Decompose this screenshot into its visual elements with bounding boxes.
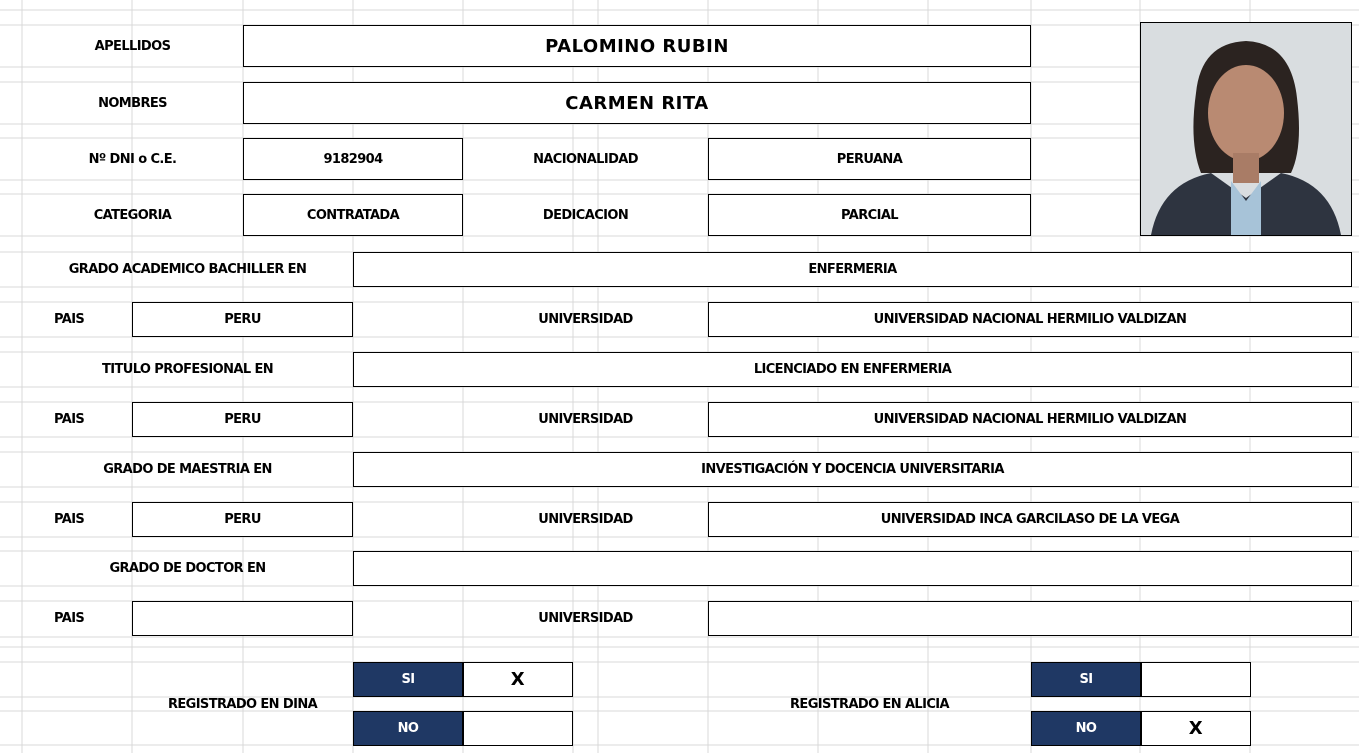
field-label: DEDICACION <box>542 207 629 223</box>
registry-label: REGISTRADO EN DINA <box>167 696 318 712</box>
country-label: PAIS <box>54 412 85 427</box>
option-mark <box>463 711 573 746</box>
country-value: PERU <box>132 502 353 537</box>
field-label: APELLIDOS <box>94 38 171 54</box>
field-value: PARCIAL <box>708 194 1031 236</box>
field-label: Nº DNI o C.E. <box>88 151 177 167</box>
degree-value: INVESTIGACIÓN Y DOCENCIA UNIVERSITARIA <box>353 452 1352 487</box>
university-label: UNIVERSIDAD <box>538 412 633 427</box>
option-mark: X <box>463 662 573 697</box>
country-label: PAIS <box>54 312 85 327</box>
university-label: UNIVERSIDAD <box>538 512 633 527</box>
university-label: UNIVERSIDAD <box>538 611 633 626</box>
option-mark <box>1141 662 1251 697</box>
country-value: PERU <box>132 402 353 437</box>
university-label: UNIVERSIDAD <box>538 312 633 327</box>
registry-label: REGISTRADO EN ALICIA <box>790 696 950 712</box>
field-label: NOMBRES <box>98 95 167 111</box>
option-label: NO <box>1031 711 1141 746</box>
field-value: CONTRATADA <box>243 194 463 236</box>
option-label: SI <box>353 662 463 697</box>
field-label: NACIONALIDAD <box>533 151 638 167</box>
degree-label: GRADO DE DOCTOR EN <box>109 561 266 576</box>
country-value <box>132 601 353 636</box>
degree-value: LICENCIADO EN ENFERMERIA <box>353 352 1352 387</box>
photo <box>1140 22 1352 236</box>
university-value: UNIVERSIDAD NACIONAL HERMILIO VALDIZAN <box>708 402 1352 437</box>
degree-label: GRADO DE MAESTRIA EN <box>103 462 272 477</box>
photo-figure <box>1141 23 1351 235</box>
field-value: PERUANA <box>708 138 1031 180</box>
degree-label: GRADO ACADEMICO BACHILLER EN <box>68 262 307 277</box>
field-value: 9182904 <box>243 138 463 180</box>
degree-label: TITULO PROFESIONAL EN <box>101 362 274 377</box>
degree-value: ENFERMERIA <box>353 252 1352 287</box>
university-value: UNIVERSIDAD INCA GARCILASO DE LA VEGA <box>708 502 1352 537</box>
option-label: SI <box>1031 662 1141 697</box>
option-mark: X <box>1141 711 1251 746</box>
country-value: PERU <box>132 302 353 337</box>
field-value: CARMEN RITA <box>243 82 1031 124</box>
degree-value <box>353 551 1352 586</box>
field-label: CATEGORIA <box>93 207 172 223</box>
field-value: PALOMINO RUBIN <box>243 25 1031 67</box>
university-value: UNIVERSIDAD NACIONAL HERMILIO VALDIZAN <box>708 302 1352 337</box>
country-label: PAIS <box>54 611 85 626</box>
university-value <box>708 601 1352 636</box>
country-label: PAIS <box>54 512 85 527</box>
option-label: NO <box>353 711 463 746</box>
